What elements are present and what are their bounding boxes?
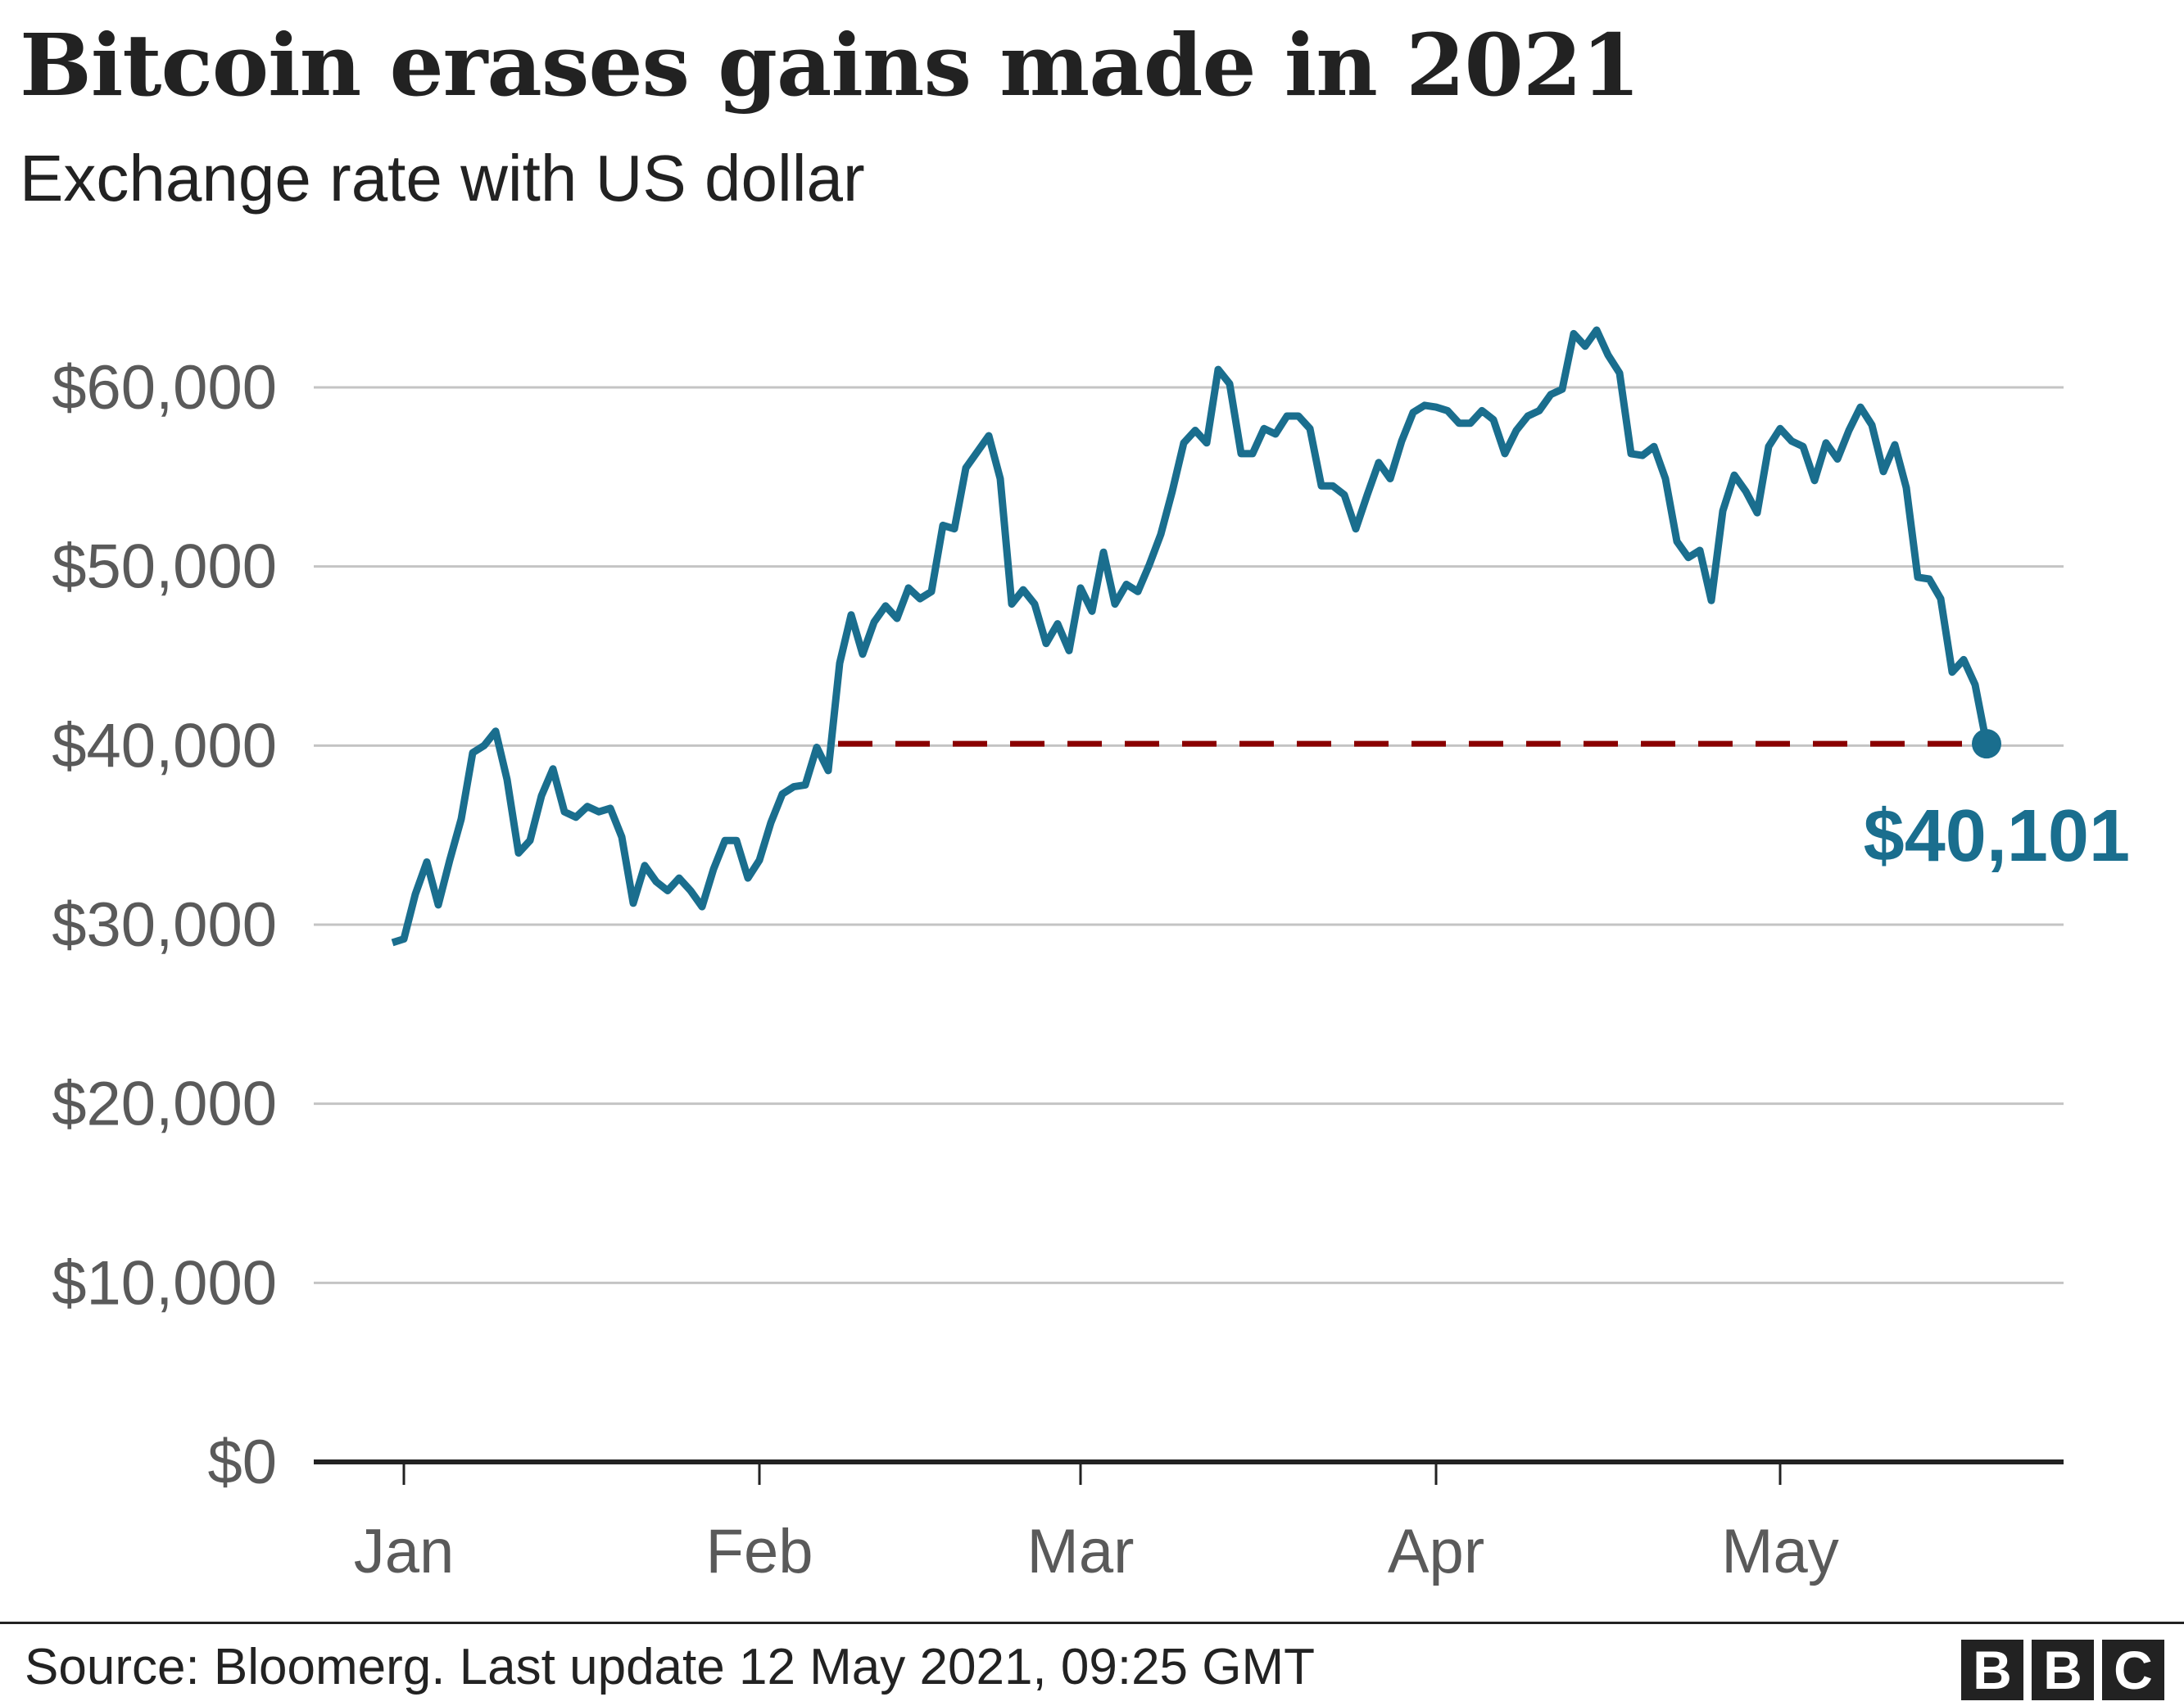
y-tick-label: $30,000: [52, 890, 277, 960]
x-tick-label: May: [1721, 1517, 1839, 1586]
series-line: [391, 326, 1991, 947]
chart-title: Bitcoin erases gains made in 2021: [20, 15, 1641, 115]
x-tick-label: Apr: [1388, 1517, 1484, 1586]
y-tick-label: $10,000: [52, 1248, 277, 1318]
y-tick-label: $0: [207, 1428, 277, 1497]
y-tick-label: $20,000: [52, 1070, 277, 1139]
y-axis-labels: $0 $10,000 $20,000 $30,000 $40,000 $50,000 $60…: [52, 353, 277, 1497]
y-tick-label: $50,000: [52, 532, 277, 602]
x-axis: Jan Feb Mar Apr May: [314, 1459, 2064, 1586]
y-tick-label: $40,000: [52, 711, 277, 781]
x-tick-label: Mar: [1027, 1517, 1135, 1586]
end-point-marker: [1972, 729, 2001, 759]
y-tick-label: $60,000: [52, 353, 277, 423]
bbc-logo: B B C: [1961, 1640, 2164, 1700]
source-note: Source: Bloomerg. Last update 12 May 202…: [25, 1639, 1316, 1695]
chart-subtitle: Exchange rate with US dollar: [20, 142, 865, 215]
line-chart: $0 $10,000 $20,000 $30,000 $40,000 $50,000 $60…: [52, 326, 2130, 1586]
bbc-logo-letter: C: [2102, 1640, 2164, 1700]
x-tick-label: Feb: [706, 1517, 813, 1586]
gridlines: [314, 386, 2064, 1284]
footer-divider: [0, 1622, 2184, 1624]
x-tick-label: Jan: [354, 1517, 455, 1586]
end-value-label: $40,101: [1864, 795, 2130, 877]
bbc-logo-letter: B: [1961, 1640, 2023, 1700]
bbc-logo-letter: B: [2032, 1640, 2094, 1700]
